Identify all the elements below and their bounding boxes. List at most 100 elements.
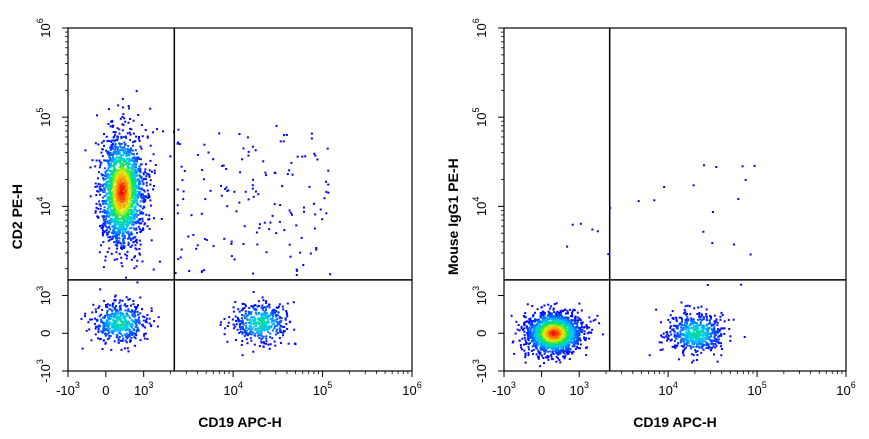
event-dot (100, 320, 103, 323)
event-dot (126, 171, 129, 174)
event-dot (123, 160, 126, 162)
event-dot (578, 318, 581, 321)
event-dot (115, 313, 118, 316)
event-dot (135, 330, 138, 333)
event-dot (129, 217, 132, 220)
event-dot (534, 345, 537, 348)
event-dot (121, 177, 124, 180)
event-dot (148, 169, 151, 172)
event-dot (138, 239, 141, 242)
event-dot (524, 361, 527, 364)
event-dot (130, 258, 133, 261)
event-dot (542, 329, 545, 332)
event-dot (134, 236, 137, 239)
event-dot (109, 145, 112, 148)
event-dot (134, 158, 137, 161)
event-dot (680, 321, 683, 324)
event-dot (132, 144, 135, 147)
event-dot (116, 309, 118, 312)
event-dot (122, 186, 125, 189)
event-dot (158, 260, 161, 263)
event-dot (99, 207, 102, 210)
event-dot (118, 142, 121, 145)
event-dot (276, 318, 279, 321)
event-dot (529, 333, 532, 336)
event-dot (265, 342, 268, 345)
event-dot (531, 333, 534, 336)
event-dot (134, 165, 137, 168)
event-dot (106, 333, 109, 336)
event-dot (116, 139, 119, 142)
event-dot (540, 347, 543, 350)
event-dot (127, 241, 130, 244)
event-dot (96, 185, 99, 188)
event-dot (121, 169, 124, 172)
event-dot (105, 201, 107, 204)
event-dot (105, 319, 108, 322)
event-dot (244, 316, 247, 319)
event-dot (286, 328, 289, 330)
event-dot (150, 239, 153, 242)
event-dot (601, 333, 604, 336)
event-dot (262, 160, 265, 163)
event-dot (111, 145, 114, 148)
event-dot (129, 237, 132, 240)
event-dot (538, 328, 541, 331)
event-dot (144, 168, 147, 171)
event-dot (109, 154, 111, 157)
event-dot (114, 150, 117, 153)
event-dot (122, 317, 125, 320)
event-dot (146, 189, 149, 192)
event-dot (120, 327, 122, 330)
event-dot (581, 329, 584, 332)
event-dot (115, 177, 118, 180)
event-dot (153, 169, 156, 172)
event-dot (674, 347, 677, 350)
event-dot (118, 190, 120, 193)
event-dot (114, 224, 116, 227)
event-dot (120, 314, 122, 317)
event-dot (296, 155, 299, 158)
event-dot (120, 328, 123, 331)
event-dot (128, 322, 130, 325)
event-dot (89, 195, 92, 198)
event-dot (176, 204, 179, 207)
event-dot (541, 327, 544, 330)
event-dot (182, 198, 185, 201)
event-dot (97, 177, 99, 180)
event-dot (118, 315, 121, 318)
event-dot (699, 329, 702, 332)
event-dot (182, 190, 185, 193)
event-dot (129, 127, 131, 130)
event-dot (691, 342, 694, 345)
event-dot (109, 202, 112, 205)
event-dot (119, 178, 122, 181)
event-dot (230, 242, 233, 245)
event-dot (146, 314, 149, 316)
event-dot (552, 332, 555, 335)
event-dot (261, 314, 264, 317)
event-dot (532, 331, 535, 334)
event-dot (275, 310, 278, 313)
event-dot (98, 203, 101, 206)
event-dot (249, 337, 252, 340)
event-dot (126, 216, 129, 219)
event-dot (131, 309, 133, 312)
event-dot (245, 338, 248, 341)
event-dot (115, 321, 118, 324)
event-dot (254, 318, 257, 321)
event-dot (579, 347, 581, 350)
event-dot (266, 315, 269, 318)
event-dot (529, 317, 532, 320)
event-dot (138, 316, 141, 319)
event-dot (290, 161, 293, 164)
event-dot (256, 305, 259, 308)
event-dot (568, 350, 571, 353)
event-dot (577, 330, 580, 333)
event-dot (115, 169, 118, 172)
event-dot (713, 314, 716, 317)
event-dot (118, 165, 121, 168)
event-dot (562, 355, 564, 358)
event-dot (126, 198, 129, 200)
event-dot (115, 222, 118, 225)
